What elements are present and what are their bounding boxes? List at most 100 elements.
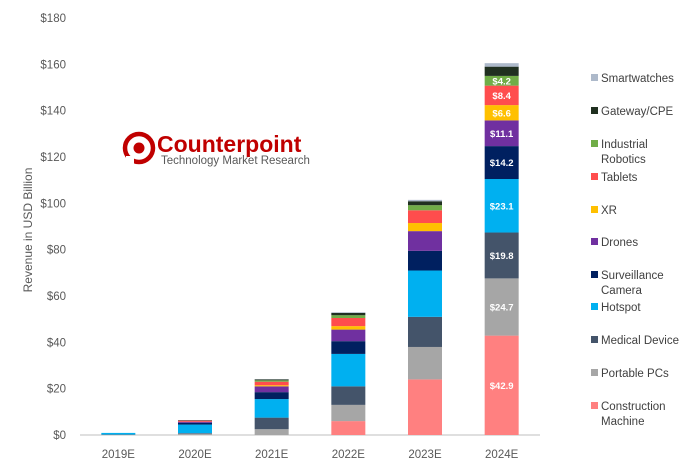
bar-segment (484, 66, 519, 76)
bar-segment (408, 250, 442, 271)
bar-segment (254, 380, 289, 382)
y-tick-label: $100 (40, 198, 66, 210)
bar-segment (254, 417, 289, 430)
data-label: $23.1 (490, 201, 514, 212)
data-label: $4.2 (492, 76, 511, 87)
bar-segment (408, 346, 442, 380)
bar-segment (484, 75, 519, 86)
y-tick-label: $120 (40, 152, 66, 164)
legend-label: Portable PCs (601, 368, 669, 380)
bar-segment (254, 386, 289, 393)
bar-segment (178, 433, 212, 434)
legend-swatch (591, 303, 598, 310)
data-label: $24.7 (490, 303, 514, 314)
x-tick-label: 2023E (408, 449, 442, 461)
legend-label: Tablets (601, 172, 638, 184)
bar-segment (331, 353, 366, 387)
bar-segment (484, 146, 519, 180)
x-tick-label: 2024E (485, 449, 519, 461)
x-tick-label: 2019E (102, 449, 136, 461)
bar-segment (484, 105, 519, 121)
bar-segment (254, 381, 289, 386)
logo-tagline: Technology Market Research (161, 155, 310, 167)
bar-segment (484, 85, 519, 106)
bar-segment (484, 232, 519, 279)
bar-segment (408, 316, 442, 347)
bar-segment (408, 210, 442, 224)
legend: Smartwatches Gateway/CPE Industrial Robotic… (591, 73, 679, 428)
legend-swatch (591, 369, 598, 376)
data-label: $6.6 (492, 108, 511, 119)
y-tick-label: $180 (40, 13, 66, 25)
data-label: $42.9 (490, 381, 514, 392)
bar-segment (484, 63, 519, 67)
legend-swatch (591, 74, 598, 81)
bar-segment (408, 201, 442, 206)
bar-segment (178, 422, 212, 425)
bar-segment (178, 424, 212, 434)
data-label: $11.1 (490, 129, 514, 140)
legend-label: Hotspot (601, 302, 641, 314)
legend-label: Construction (601, 401, 666, 413)
bar-segment (331, 386, 366, 405)
bar-segment (408, 270, 442, 317)
legend-swatch (591, 271, 598, 278)
legend-swatch (591, 336, 598, 343)
bar-segment (331, 326, 366, 330)
y-axis-label: Revenue in USD Billion (21, 168, 35, 293)
y-tick-label: $160 (40, 59, 66, 71)
legend-swatch (591, 402, 598, 409)
y-tick-label: $140 (40, 106, 66, 118)
legend-label: XR (601, 205, 617, 217)
bar-segment (484, 278, 519, 336)
legend-label: Surveillance (601, 270, 664, 282)
bars (101, 63, 519, 435)
legend-swatch (591, 173, 598, 180)
y-tick-label: $0 (53, 430, 66, 442)
bar-segment (484, 179, 519, 233)
legend-label: Gateway/CPE (601, 106, 674, 118)
data-label: $14.2 (490, 158, 514, 169)
legend-swatch (591, 107, 598, 114)
bar-segment (408, 231, 442, 251)
bar-segment (331, 341, 366, 354)
bar-segment (178, 421, 212, 423)
bar-segment (408, 199, 442, 202)
y-tick-label: $60 (47, 291, 66, 303)
bar-segment (101, 432, 136, 435)
bar-segment (408, 379, 442, 435)
y-tick-label: $40 (47, 337, 66, 349)
bar-segment (178, 420, 212, 422)
counterpoint-logo: Counterpoint Technology Market Research (122, 131, 310, 167)
data-labels: $42.9 $24.7 $19.8 $23.1 $14.2 $11.1 $6.6 $8.4 $4… (490, 76, 514, 392)
bar-segment (408, 205, 442, 211)
legend-label: Industrial (601, 139, 648, 151)
bar-segment (331, 329, 366, 342)
bar-segment (254, 392, 289, 400)
bar-segment (331, 315, 366, 319)
legend-label: Smartwatches (601, 73, 674, 85)
data-label: $8.4 (492, 91, 511, 102)
x-axis: 2019E 2020E 2021E 2022E 2023E 2024E (80, 434, 540, 461)
x-tick-label: 2022E (332, 449, 366, 461)
bar-segment (178, 433, 212, 435)
logo-name: Counterpoint (157, 131, 302, 157)
bar-segment (484, 335, 519, 435)
bar-segment (408, 223, 442, 232)
bar-segment (254, 385, 289, 387)
legend-swatch (591, 140, 598, 147)
legend-label: Drones (601, 237, 638, 249)
legend-label: Camera (601, 285, 643, 297)
legend-swatch (591, 206, 598, 213)
legend-swatch (591, 238, 598, 245)
legend-label: Medical Device (601, 335, 679, 347)
bar-segment (331, 318, 366, 327)
x-tick-label: 2020E (178, 449, 212, 461)
logo-mark-icon (122, 131, 156, 165)
y-tick-label: $20 (47, 384, 66, 396)
bar-segment (331, 421, 366, 435)
data-label: $19.8 (490, 251, 514, 262)
bar-segment (331, 312, 366, 313)
bar-segment (331, 312, 366, 316)
